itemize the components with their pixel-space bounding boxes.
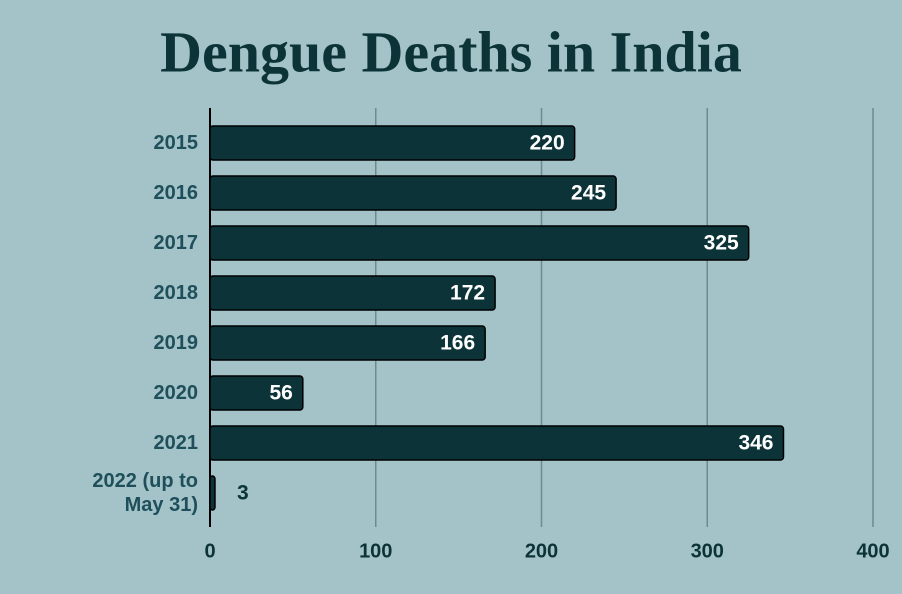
value-label: 346: [738, 432, 773, 455]
value-label: 3: [237, 482, 249, 505]
y-tick-label: 2022 (up to May 31): [92, 470, 198, 516]
y-tick-label: 2015: [153, 132, 199, 154]
x-tick-label: 0: [204, 540, 215, 562]
bar: [209, 425, 785, 461]
y-tick-label: 2018: [153, 282, 199, 304]
bar: [209, 475, 216, 511]
value-label: 245: [571, 182, 606, 205]
x-tick-label: 400: [856, 540, 889, 562]
bar: [209, 325, 486, 361]
y-tick-label: 2021: [153, 432, 199, 454]
value-label: 325: [704, 232, 739, 255]
bar: [209, 375, 304, 411]
y-tick-label: 2020: [153, 382, 199, 404]
value-label: 172: [450, 282, 485, 305]
value-label: 220: [530, 132, 565, 155]
y-tick-label: 2017: [153, 232, 199, 254]
value-label: 56: [269, 382, 292, 405]
x-tick-label: 200: [525, 540, 558, 562]
x-tick-label: 100: [359, 540, 392, 562]
y-tick-label: 2019: [153, 332, 199, 354]
bar: [209, 125, 576, 161]
x-tick-label: 300: [691, 540, 724, 562]
value-label: 166: [440, 332, 475, 355]
y-tick-label: 2016: [153, 182, 199, 204]
bar: [209, 175, 617, 211]
bar: [209, 225, 750, 261]
bar: [209, 275, 496, 311]
chart-title: Dengue Deaths in India: [160, 19, 742, 84]
